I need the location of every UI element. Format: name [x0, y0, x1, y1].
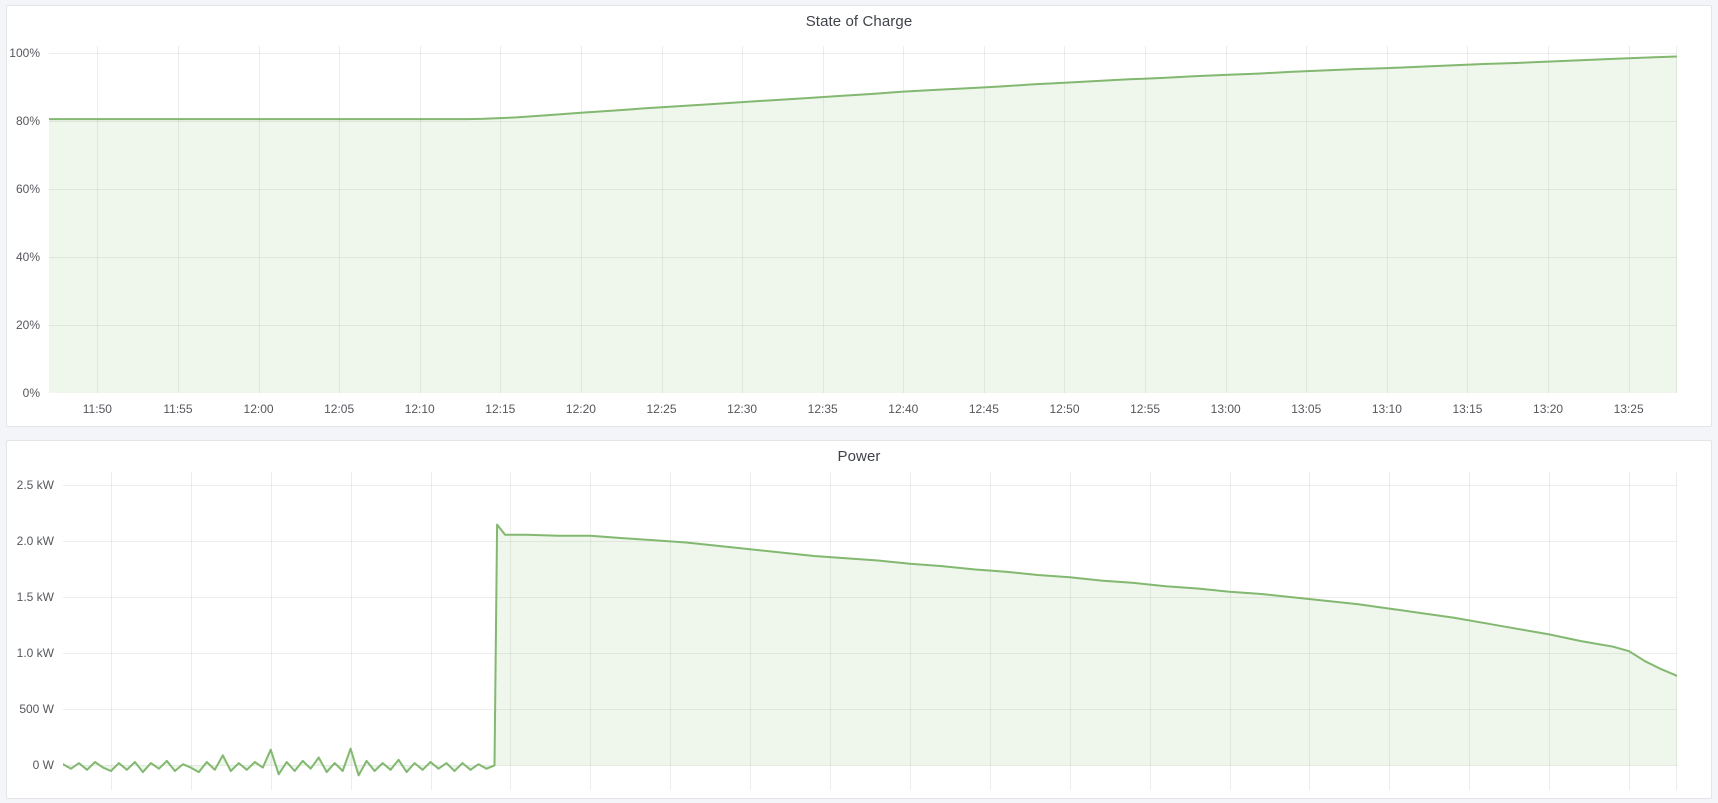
series-area-fill	[49, 56, 1677, 393]
x-axis-tick-label: 13:05	[1291, 402, 1322, 416]
x-axis-tick-label: 12:20	[565, 402, 596, 416]
x-axis-tick-label: 11:55	[163, 402, 193, 416]
series-area-fill	[63, 524, 1677, 776]
x-axis-tick-label: 12:05	[324, 402, 355, 416]
y-axis-tick-label: 500 W	[19, 702, 54, 717]
state-of-charge-chart: 0% 20% 40% 60% 80% 100% 11:50 11:55 12:00 12:05 12…	[7, 36, 1711, 426]
chart-canvas[interactable]	[49, 46, 1677, 393]
panel-power: Power 0 W 500 W 1.0 kW 1.5 kW 2.0 kW 2.5 kW	[6, 440, 1712, 799]
x-axis-tick-label: 12:10	[404, 402, 435, 416]
x-axis-tick-label: 12:00	[243, 402, 274, 416]
x-axis-tick-label: 13:10	[1371, 402, 1402, 416]
x-axis-tick-label: 13:15	[1452, 402, 1483, 416]
series-line	[49, 55, 1677, 121]
x-axis-tick-label: 13:00	[1210, 402, 1241, 416]
panel-title-power[interactable]: Power	[837, 447, 881, 465]
y-axis-tick-label: 80%	[15, 113, 40, 128]
x-axis-tick-label: 11:50	[82, 402, 112, 416]
y-axis-tick-label: 60%	[15, 181, 40, 196]
y-axis-tick-label: 1.0 kW	[16, 646, 54, 661]
x-axis-tick-label: 12:25	[646, 402, 677, 416]
y-axis-tick-label: 2.5 kW	[16, 478, 54, 493]
state-of-charge-plot[interactable]	[49, 46, 1677, 393]
panel-state-of-charge: State of Charge 0% 20% 40% 60% 80% 100% 11:50 1…	[6, 5, 1712, 427]
x-axis-tick-label: 12:40	[888, 402, 919, 416]
power-chart: 0 W 500 W 1.0 kW 1.5 kW 2.0 kW 2.5 kW	[7, 471, 1711, 798]
y-axis-tick-label: 100%	[9, 45, 40, 60]
x-axis-tick-label: 13:20	[1533, 402, 1564, 416]
y-axis-tick-label: 40%	[15, 249, 40, 264]
power-plot[interactable]	[63, 472, 1677, 790]
x-axis-tick-label: 12:50	[1049, 402, 1080, 416]
y-axis-tick-label: 2.0 kW	[16, 534, 54, 549]
x-axis-tick-label: 13:25	[1613, 402, 1644, 416]
y-axis-tick-label: 0%	[22, 386, 40, 400]
x-axis-tick-label: 12:55	[1130, 402, 1161, 416]
y-axis-tick-label: 1.5 kW	[16, 590, 54, 605]
y-axis-tick-label: 0 W	[32, 758, 54, 773]
series-line	[63, 523, 1677, 777]
x-axis-tick-label: 12:15	[485, 402, 516, 416]
x-axis-tick-label: 12:30	[727, 402, 758, 416]
x-axis-tick-label: 12:35	[807, 402, 838, 416]
chart-canvas[interactable]	[63, 472, 1677, 790]
x-axis-tick-label: 12:45	[968, 402, 999, 416]
panel-title-state-of-charge[interactable]: State of Charge	[805, 12, 913, 30]
y-axis-tick-label: 20%	[15, 317, 40, 332]
